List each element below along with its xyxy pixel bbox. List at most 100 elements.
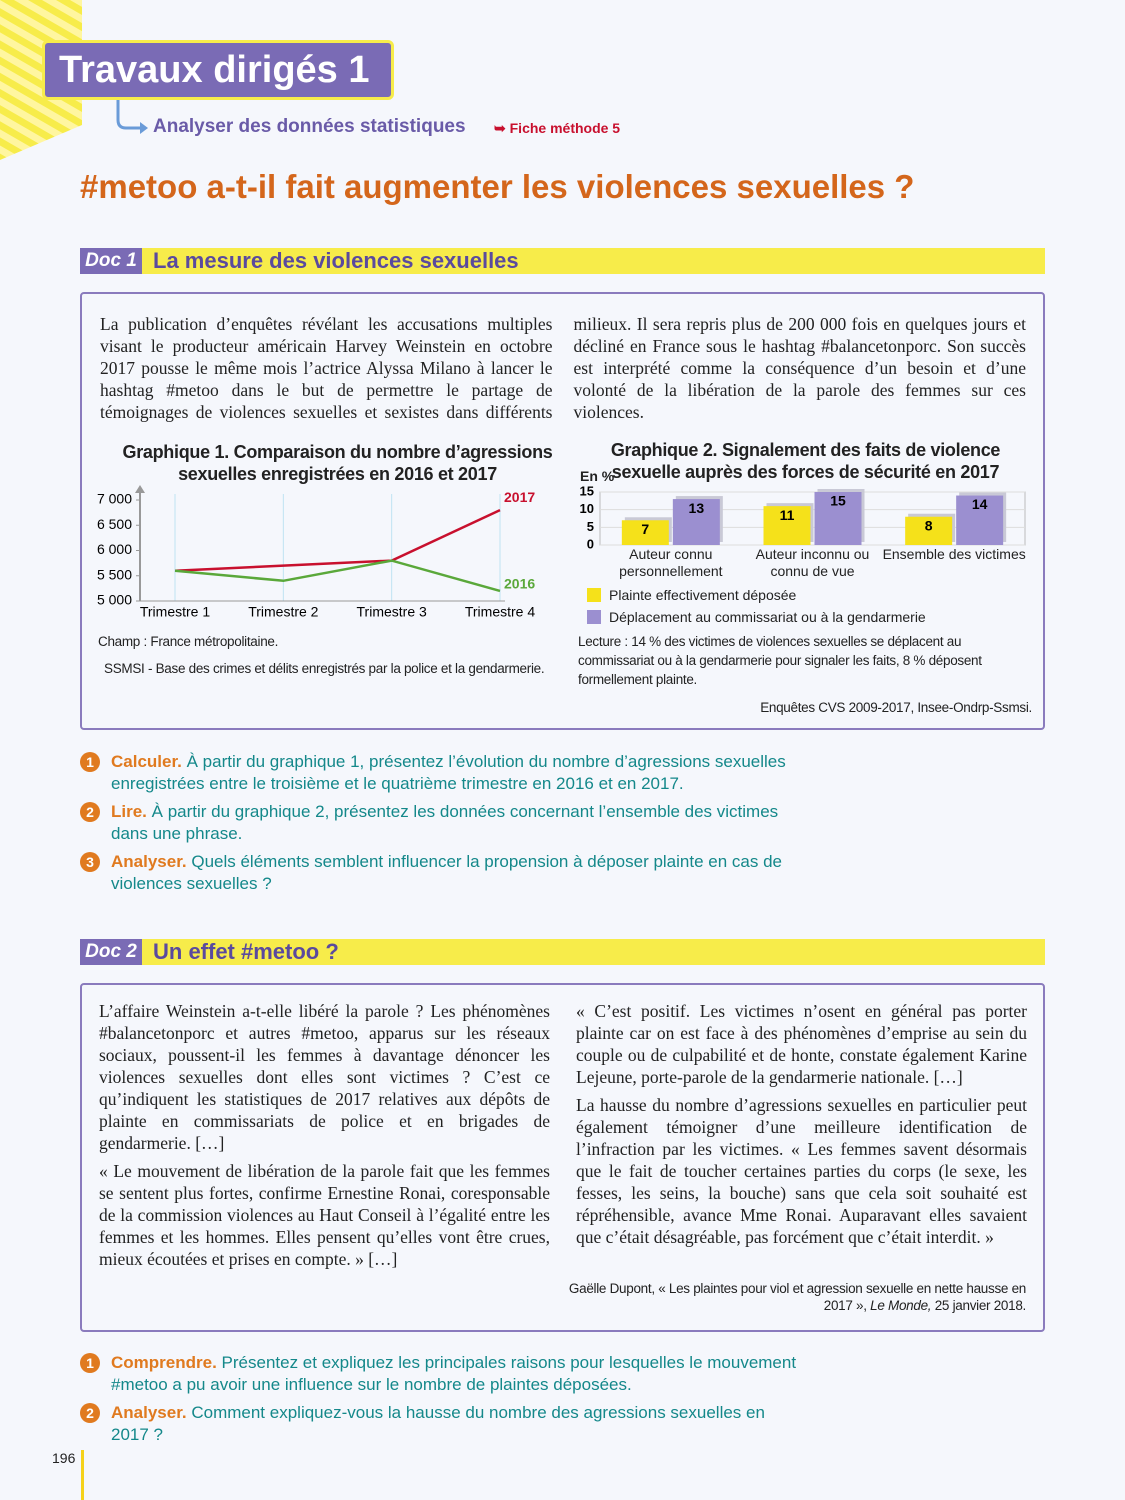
chart2-source: Enquêtes CVS 2009-2017, Insee-Ondrp-Ssms… <box>760 700 1032 715</box>
doc1-text: La publication d’enquêtes révélant les a… <box>100 314 1026 422</box>
doc-tag: Doc 1 <box>80 248 142 274</box>
question-verb: Lire. <box>111 802 147 821</box>
question-body: Analyser. Comment expliquez-vous la haus… <box>111 1402 800 1446</box>
question-verb: Analyser. <box>111 852 187 871</box>
chart1-note: Champ : France métropolitaine. <box>98 634 279 649</box>
chart2-title: Graphique 2. Signalement des faits de vi… <box>610 440 1001 482</box>
doc2-box <box>80 983 1045 1332</box>
method-link[interactable]: ➥ Fiche méthode 5 <box>494 120 620 137</box>
question-text: Présentez et expliquez les principales r… <box>111 1353 797 1394</box>
bar <box>763 506 811 545</box>
bar-value-label: 15 <box>830 493 846 509</box>
method-text: Fiche méthode 5 <box>509 120 621 136</box>
question-number: 2 <box>80 802 100 822</box>
question-verb: Comprendre. <box>111 1353 217 1372</box>
bar-value-label: 13 <box>689 500 705 516</box>
question-verb: Calculer. <box>111 752 182 771</box>
question-number: 3 <box>80 852 100 872</box>
series-label: 2017 <box>504 489 535 505</box>
doc2-left: L’affaire Weinstein a-t-elle libéré la p… <box>99 1000 550 1276</box>
subtitle: Analyser des données statistiques <box>153 116 466 137</box>
y-tick-label: 7 000 <box>97 491 132 507</box>
header-title: Travaux dirigés 1 <box>59 49 370 91</box>
question-body: Calculer. À partir du graphique 1, prése… <box>111 751 800 795</box>
y-tick-label: 6 500 <box>97 516 132 532</box>
chart1: Trimestre 1 Trimestre 2 Trimestre 3 Trimest… <box>97 485 535 620</box>
question-verb: Analyser. <box>111 1403 187 1422</box>
question-body: Comprendre. Présentez et expliquez les p… <box>111 1352 800 1396</box>
chart2-y-label: En % <box>580 468 615 484</box>
x-tick-label: Trimestre 4 <box>465 604 535 620</box>
series-line <box>174 508 501 572</box>
source-date: 25 janvier 2018. <box>934 1298 1027 1313</box>
bar-value-label: 11 <box>780 507 795 523</box>
y-tick-label: 0 <box>587 536 594 549</box>
question-number: 1 <box>80 752 100 772</box>
question-text: À partir du graphique 1, présentez l’évo… <box>111 752 786 793</box>
bar <box>905 516 953 545</box>
doc2-header: Doc 2 Un effet #metoo ? <box>80 939 1045 965</box>
chart1-title: Graphique 1. Comparaison du nombre d’agr… <box>122 442 553 484</box>
page-number: 196 <box>52 1450 76 1466</box>
series-line <box>174 559 501 593</box>
question-text: Comment expliquez-vous la hausse du nomb… <box>111 1403 765 1444</box>
doc-title: Un effet #metoo ? <box>153 939 339 964</box>
y-tick-label: 5 000 <box>97 592 132 608</box>
legend-label: Déplacement au commissariat ou à la gend… <box>609 609 926 625</box>
paragraph: « Le mouvement de libération de la parol… <box>99 1161 550 1269</box>
legend-label: Plainte effectivement déposée <box>609 587 797 603</box>
doc2-right: « C’est positif. Les victimes n’osent en… <box>576 1000 1027 1254</box>
paragraph: « C’est positif. Les victimes n’osent en… <box>576 1001 1027 1087</box>
doc-title: La mesure des violences sexuelles <box>153 248 519 273</box>
x-tick-label: Trimestre 3 <box>357 604 427 620</box>
question: 3 Analyser. Quels éléments semblent influ… <box>80 851 800 895</box>
paragraph: La hausse du nombre d’agressions sexuell… <box>576 1095 1027 1247</box>
y-tick-label: 5 <box>587 519 594 534</box>
series-label: 2016 <box>504 576 535 592</box>
question-number: 2 <box>80 1403 100 1423</box>
header-box: Travaux dirigés 1 <box>42 40 394 100</box>
question-text: Quels éléments semblent influencer la pr… <box>111 852 782 893</box>
bar <box>621 520 669 545</box>
y-tick-label: 15 <box>580 485 594 498</box>
method-arrow: ➥ <box>494 120 506 136</box>
question-number: 1 <box>80 1353 100 1373</box>
question: 2 Lire. À partir du graphique 2, présente… <box>80 801 800 845</box>
arrow <box>116 100 148 134</box>
paragraph: L’affaire Weinstein a-t-elle libéré la p… <box>99 1001 550 1153</box>
question: 2 Analyser. Comment expliquez-vous la hau… <box>80 1402 800 1446</box>
bar-value-label: 7 <box>641 521 649 537</box>
y-axis-arrow <box>135 485 145 493</box>
question: 1 Calculer. À partir du graphique 1, prés… <box>80 751 800 795</box>
legend-swatch <box>587 610 601 624</box>
chart2-note: Lecture : 14 % des victimes de violences… <box>578 634 982 687</box>
source-journal: Le Monde, <box>870 1298 932 1313</box>
doc2-source: Gaëlle Dupont, « Les plaintes pour viol … <box>560 1280 1026 1314</box>
bar <box>814 492 862 545</box>
question-body: Analyser. Quels éléments semblent influe… <box>111 851 800 895</box>
legend-swatch <box>587 588 601 602</box>
chart2: 0 5 10 15 7 13 11 15 8 14 <box>580 485 1026 549</box>
y-tick-label: 10 <box>580 501 594 516</box>
x-tick-label: Ensemble des victimes <box>882 546 1026 562</box>
question: 1 Comprendre. Présentez et expliquez les … <box>80 1352 800 1396</box>
legend-item: Déplacement au commissariat ou à la gend… <box>587 606 1027 628</box>
x-tick-label: Trimestre 2 <box>248 604 318 620</box>
page-rule <box>81 1450 84 1500</box>
x-tick-label: Trimestre 1 <box>140 604 210 620</box>
question-body: Lire. À partir du graphique 2, présentez… <box>111 801 800 845</box>
bar-value-label: 14 <box>972 496 988 512</box>
bar-value-label: 8 <box>925 517 933 533</box>
doc1-box <box>80 292 1045 730</box>
legend-item: Plainte effectivement déposée <box>587 584 1027 606</box>
doc-tag: Doc 2 <box>80 939 142 965</box>
bar <box>672 499 720 545</box>
x-tick-label: Auteur inconnu ou connu de vue <box>755 546 870 579</box>
main-title: #metoo a-t-il fait augmenter les violenc… <box>80 168 915 205</box>
question-text: À partir du graphique 2, présentez les d… <box>111 802 779 843</box>
chart2-legend: Plainte effectivement déposée Déplacement… <box>587 584 1027 628</box>
chart1-source: SSMSI - Base des crimes et délits enregi… <box>104 661 545 676</box>
source-author: Gaëlle Dupont, « Les plaintes pour viol … <box>568 1281 1026 1313</box>
y-tick-label: 6 000 <box>97 541 132 557</box>
